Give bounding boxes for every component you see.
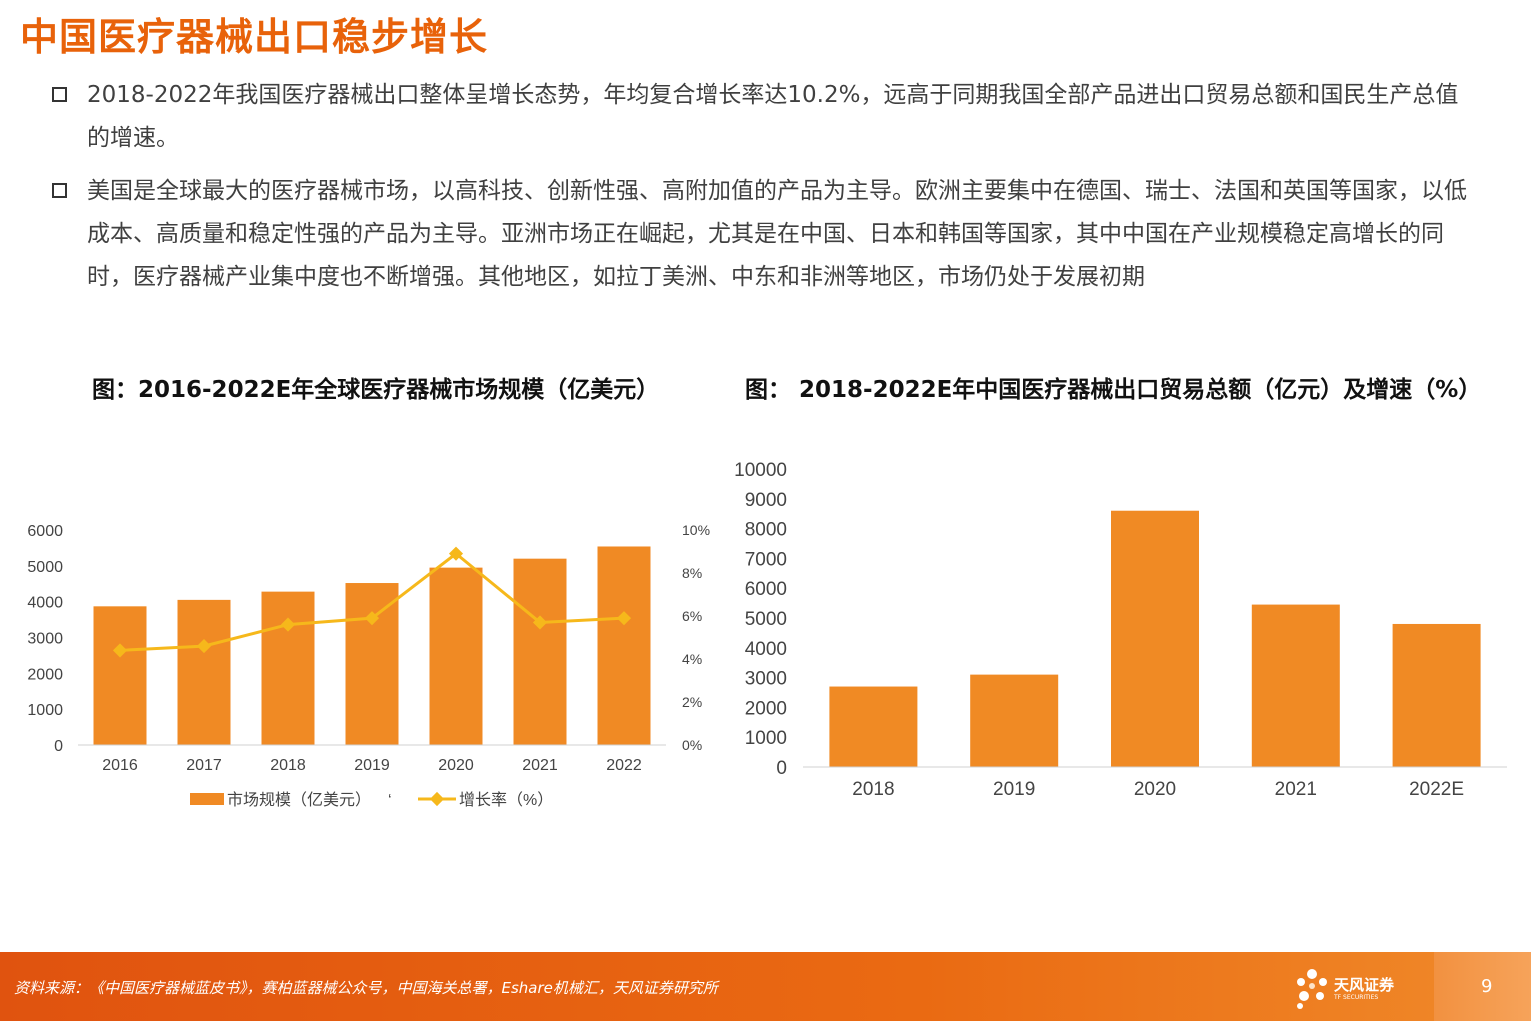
y-axis-tick-label: 7000 [745,549,787,570]
x-axis-tick-label: 2019 [993,779,1035,800]
x-axis-tick-label: 2016 [102,757,138,774]
y-axis-tick-label: 5000 [745,609,787,630]
x-axis-tick-label: 2018 [270,757,306,774]
x-axis-tick-label: 2020 [438,757,474,774]
x-axis-tick-label: 2018 [852,779,894,800]
bar [597,546,651,745]
x-axis-tick-label: 2021 [1275,779,1317,800]
x-axis-tick-label: 2019 [354,757,390,774]
y2-axis-tick-label: 6% [682,608,702,624]
bar [429,567,483,745]
y-axis-tick-label: 10000 [734,460,787,481]
bar [1392,623,1481,767]
y-axis-tick-label: 0 [54,738,63,755]
legend-label-line: 增长率（%） [459,791,553,809]
bar [970,674,1059,767]
bar [177,599,231,745]
legend-label-bar: 市场规模（亿美元） [227,791,371,809]
y-axis-tick-label: 2000 [27,666,63,683]
y-axis-tick-label: 6000 [27,523,63,540]
x-axis-tick-label: 2022 [606,757,642,774]
page-title: 中国医疗器械出口稳步增长 [20,15,489,59]
bar [93,606,147,745]
y-axis-tick-label: 4000 [27,595,63,612]
bullet-item: 2018-2022年我国医疗器械出口整体呈增长态势，年均复合增长率达10.2%，… [52,74,1472,160]
y-axis-tick-label: 5000 [27,559,63,576]
china-export-chart: 0 1000 2000 3000 4000 5000 6000 7000 8000 9000 100… [734,460,1507,800]
bar [345,583,399,745]
growth-point [532,615,548,630]
y-axis-tick-label: 2000 [745,698,787,719]
y2-axis-tick-label: 2% [682,694,702,710]
bullet-item: 美国是全球最大的医疗器械市场，以高科技、创新性强、高附加值的产品为主导。欧洲主要… [52,170,1472,299]
logo-subtitle: TF SECURITIES [1334,994,1379,1001]
bar [829,686,918,767]
bar [1111,510,1199,767]
bar [1251,604,1340,767]
x-axis-tick-label: 2022E [1409,779,1464,800]
source-note: 资料来源：《中国医疗器械蓝皮书》，赛柏蓝器械公众号，中国海关总署，Eshare机… [14,979,718,997]
bar [513,558,567,745]
y2-axis-tick-label: 4% [682,651,702,667]
square-bullet-icon [52,87,67,102]
y-axis-tick-label: 3000 [27,631,63,648]
bar [261,591,315,745]
y-axis-tick-label: 0 [776,758,787,779]
chart-title-global-market: 图：2016-2022E年全球医疗器械市场规模（亿美元） [92,377,660,403]
bullet-text: 美国是全球最大的医疗器械市场，以高科技、创新性强、高附加值的产品为主导。欧洲主要… [87,178,1467,290]
x-axis-tick-label: 2017 [186,757,222,774]
y-axis-tick-label: 3000 [745,669,787,690]
y2-axis-tick-label: 0% [682,737,702,753]
y-axis-tick-label: 4000 [745,639,787,660]
y-axis-tick-label: 1000 [745,728,787,749]
chart-title-china-export: 图： 2018-2022E年中国医疗器械出口贸易总额（亿元）及增速（%） [745,377,1482,403]
y-axis-tick-label: 9000 [745,490,787,511]
global-market-chart: 0 1000 2000 3000 4000 5000 6000 0% 2% 4% 6% 8% 10% 20… [27,522,710,809]
legend-extra: ‘ [388,792,392,809]
company-logo: 天风证券 TF SECURITIES [1292,966,1402,1010]
bullet-text: 2018-2022年我国医疗器械出口整体呈增长态势，年均复合增长率达10.2%，… [87,82,1459,151]
y-axis-tick-label: 1000 [27,702,63,719]
y-axis-tick-label: 6000 [745,579,787,600]
square-bullet-icon [52,183,67,198]
footer-bar: 资料来源：《中国医疗器械蓝皮书》，赛柏蓝器械公众号，中国海关总署，Eshare机… [0,952,1531,1021]
growth-point [280,617,296,632]
page-number-box: 9 [1434,952,1531,1021]
y2-axis-tick-label: 10% [682,522,710,538]
x-axis-tick-label: 2021 [522,757,558,774]
legend-swatch-marker [429,791,445,807]
page-number: 9 [1481,976,1493,997]
flower-logo-icon [1297,969,1327,1009]
y2-axis-tick-label: 8% [682,565,702,581]
legend-swatch-bar [190,793,224,805]
logo-name: 天风证券 [1334,976,1395,994]
x-axis-tick-label: 2020 [1134,779,1176,800]
y-axis-tick-label: 8000 [745,520,787,541]
